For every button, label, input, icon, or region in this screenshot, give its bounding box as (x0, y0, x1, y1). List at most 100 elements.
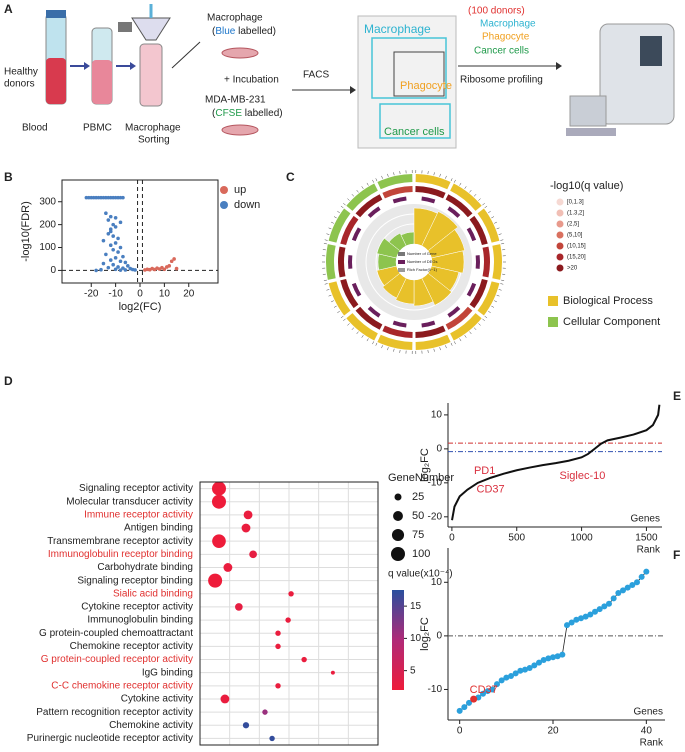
q-band (382, 186, 413, 199)
point (484, 688, 491, 695)
scale-tick (372, 179, 375, 183)
step-label: PBMC (83, 123, 112, 134)
category-label: Purinergic nucleotide receptor activity (27, 733, 193, 744)
point (121, 254, 125, 259)
x-tick-label: 40 (641, 726, 653, 737)
scale-tick (331, 221, 334, 224)
category-label: Cytokine activity (121, 694, 193, 705)
cell-stain: (CFSE labelled) (212, 108, 283, 119)
dot (243, 510, 253, 520)
x-tick-label: 10 (159, 289, 171, 300)
step-label: Ribosome profiling (460, 75, 543, 86)
center-legend-label: Number of DEGs (407, 259, 437, 264)
point (133, 268, 137, 272)
point (118, 259, 123, 264)
point (106, 231, 111, 236)
point (498, 677, 505, 684)
gate-label: Cancer cells (384, 126, 445, 138)
dot (242, 722, 250, 729)
scale-tick (351, 327, 355, 331)
group-band (325, 244, 336, 280)
q-band (382, 325, 413, 338)
deg-band (351, 227, 362, 242)
scale-tick (484, 205, 488, 209)
scale-tick (381, 345, 383, 349)
arrow-head (350, 86, 356, 94)
tube-blood (46, 58, 66, 104)
sorter-head (118, 22, 132, 32)
scale-tick (473, 193, 477, 197)
step-label: Blood (22, 123, 48, 134)
point (174, 266, 179, 271)
deg-band (351, 282, 362, 297)
category-label: Cytokine receptor activity (81, 602, 193, 613)
group-band (477, 208, 500, 243)
scale-tick (366, 182, 369, 186)
point (118, 245, 123, 250)
point (508, 673, 514, 680)
scale-tick (343, 318, 346, 321)
scale-tick (347, 323, 350, 326)
legend-label: (15,20] (567, 255, 586, 261)
point (466, 699, 472, 706)
deg-band (392, 320, 407, 328)
point (101, 261, 106, 266)
point (104, 252, 108, 257)
scale-tick (488, 310, 491, 314)
scale-tick (337, 210, 340, 214)
group-band (450, 313, 482, 341)
scale-tick (381, 175, 383, 179)
point (559, 651, 566, 658)
q-band (415, 186, 446, 199)
profiled-label: Macrophage (480, 19, 536, 30)
legend-marker (556, 264, 564, 272)
sequencer (599, 23, 675, 125)
point (113, 267, 118, 272)
panel-label: A (4, 2, 13, 16)
stain-text: labelled) (242, 108, 283, 119)
gate (379, 103, 451, 139)
y-tick-label: 200 (39, 219, 56, 230)
panel-label: D (4, 374, 13, 388)
point (578, 615, 584, 622)
point (592, 608, 598, 615)
tube (139, 43, 163, 107)
point (172, 257, 176, 261)
y-tick-label: 100 (39, 242, 56, 253)
deg-band (392, 196, 407, 204)
point (169, 259, 174, 264)
donor-count: (100 donors) (468, 6, 525, 17)
scale-tick (453, 341, 456, 345)
center-legend-icon (398, 260, 405, 264)
annotation: CD37 (477, 484, 505, 496)
legend-label: (10,15] (567, 244, 586, 250)
y-tick-label: 0 (50, 265, 56, 276)
panel-label: E (673, 389, 681, 403)
point (167, 264, 172, 268)
deg-band (348, 255, 353, 269)
point (587, 611, 594, 618)
scale-tick (333, 216, 337, 219)
panel-a: A Healthy donors Blood PBMC Macrophage S… (4, 2, 675, 149)
scale-tick (469, 331, 472, 335)
point (596, 606, 603, 613)
legend-marker (220, 201, 228, 209)
deg-band (447, 306, 461, 318)
cell-label: MDA-MB-231 (205, 95, 266, 106)
category-label: Signaling receptor activity (79, 483, 193, 494)
legend-marker (391, 547, 405, 561)
step-label: + Incubation (224, 75, 279, 86)
gate (393, 51, 445, 97)
legend-marker (548, 317, 558, 327)
stain-text: Blue (215, 26, 235, 37)
scale-tick (450, 178, 453, 182)
dot (208, 573, 223, 588)
point (113, 256, 118, 260)
legend-label: Cellular Component (563, 316, 660, 328)
dot (249, 550, 257, 559)
dot (288, 591, 294, 597)
scale-tick (478, 323, 481, 326)
legend-marker (556, 198, 564, 206)
dot (211, 481, 226, 496)
scale-tick (453, 179, 456, 183)
